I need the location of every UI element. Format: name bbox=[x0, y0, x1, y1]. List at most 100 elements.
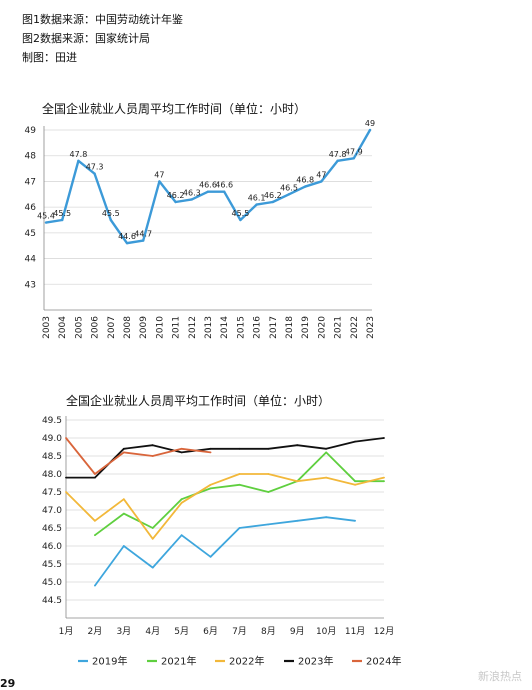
chart2-data-point bbox=[65, 476, 67, 479]
chart2-legend-label: 2022年 bbox=[229, 655, 264, 668]
chart2-x-tick: 4月 bbox=[145, 626, 160, 637]
chart2-data-point bbox=[122, 545, 125, 547]
chart2-data-point bbox=[354, 480, 356, 483]
chart2-data-point bbox=[267, 523, 270, 526]
chart1-data-label: 46.3 bbox=[183, 188, 201, 197]
chart2-y-tick: 49.0 bbox=[42, 434, 62, 444]
chart2-data-point bbox=[94, 519, 96, 522]
page-number-fragment: 29 bbox=[0, 677, 16, 690]
chart2-data-point bbox=[151, 527, 154, 529]
chart2-data-point bbox=[151, 455, 154, 457]
chart2-data-point bbox=[296, 480, 299, 483]
chart1-data-point bbox=[174, 200, 177, 204]
note-author: 制图：田进 bbox=[22, 51, 77, 64]
chart1-data-point bbox=[190, 198, 193, 201]
chart1-x-tick: 2018 bbox=[285, 316, 295, 339]
chart2-x-tick: 6月 bbox=[203, 626, 218, 637]
chart2-title: 全国企业就业人员周平均工作时间（单位：小时） bbox=[66, 393, 330, 408]
chart1-x-tick: 2008 bbox=[123, 316, 133, 339]
chart2-series-line-2022年 bbox=[65, 473, 385, 540]
chart2-data-point bbox=[296, 444, 299, 447]
chart1-data-label: 47.8 bbox=[329, 150, 347, 159]
chart2-data-point bbox=[94, 473, 96, 475]
chart2-data-point bbox=[209, 555, 212, 558]
chart2-series-line-2024年 bbox=[65, 437, 211, 475]
chart1-data-label: 47.8 bbox=[69, 150, 87, 159]
chart2-data-point bbox=[296, 519, 299, 522]
chart1-x-tick: 2022 bbox=[350, 316, 360, 339]
chart1-x-tick: 2012 bbox=[188, 316, 198, 339]
chart1-data-point bbox=[206, 190, 210, 193]
chart2-y-tick: 45.0 bbox=[42, 578, 62, 588]
chart1-x-tick: 2011 bbox=[172, 316, 182, 339]
watermark-text: 新浪热点 bbox=[478, 670, 522, 683]
chart1-x-tick: 2010 bbox=[155, 316, 165, 339]
chart1-title: 全国企业就业人员周平均工作时间（单位：小时） bbox=[42, 101, 306, 116]
chart2-data-point bbox=[238, 447, 241, 450]
chart1-data-label: 46.1 bbox=[248, 194, 266, 203]
chart2-x-tick: 1月 bbox=[59, 626, 74, 637]
chart2-data-point bbox=[325, 516, 328, 519]
chart2-x-tick: 7月 bbox=[232, 626, 247, 637]
chart1-data-point bbox=[271, 200, 274, 204]
chart1-data-point bbox=[158, 180, 161, 183]
chart2-data-point bbox=[354, 440, 356, 443]
chart2-x-tick: 3月 bbox=[116, 626, 131, 637]
chart2-data-point bbox=[354, 519, 356, 522]
chart1-data-label: 46.8 bbox=[296, 176, 314, 185]
chart2-data-point bbox=[180, 501, 183, 504]
chart1-data-label: 47 bbox=[154, 170, 164, 179]
chart2-data-point bbox=[383, 476, 385, 479]
chart1-data-label: 45.4 bbox=[37, 212, 55, 221]
chart2-data-point bbox=[122, 512, 125, 515]
chart2-data-point bbox=[209, 451, 212, 454]
chart2-x-tick: 5月 bbox=[174, 626, 189, 637]
chart2-data-point bbox=[209, 483, 212, 486]
chart1-data-label: 47 bbox=[316, 170, 326, 179]
chart1-data-point bbox=[61, 218, 64, 222]
chart2-data-point bbox=[267, 473, 270, 475]
chart2-y-tick: 46.5 bbox=[42, 524, 62, 534]
note-chart2-source: 图2数据来源：国家统计局 bbox=[22, 32, 150, 45]
chart1-data-label: 47.9 bbox=[345, 147, 363, 156]
chart2-data-point bbox=[94, 476, 96, 479]
chart1-data-point bbox=[109, 218, 113, 222]
chart2-y-tick: 45.5 bbox=[42, 560, 62, 570]
chart2-data-point bbox=[209, 447, 212, 450]
chart2-x-tick: 2月 bbox=[88, 626, 103, 637]
chart1-x-tick: 2016 bbox=[253, 316, 263, 339]
chart1-x-tick: 2013 bbox=[204, 316, 214, 339]
chart2-data-point bbox=[151, 537, 154, 540]
chart2-data-point bbox=[383, 437, 385, 439]
chart2-y-tick: 44.5 bbox=[42, 596, 62, 606]
chart1-y-tick: 47 bbox=[25, 177, 36, 187]
chart2-series-line-2023年 bbox=[66, 437, 385, 479]
chart2-y-tick: 47.5 bbox=[42, 488, 62, 498]
chart2-data-point bbox=[122, 447, 125, 450]
chart1-data-label: 45.5 bbox=[53, 209, 71, 218]
chart2-data-point bbox=[180, 534, 183, 537]
chart2-data-point bbox=[325, 447, 328, 450]
chart2-y-tick: 48.0 bbox=[42, 470, 62, 480]
chart1-data-label: 47.3 bbox=[86, 163, 104, 172]
chart2-data-point bbox=[238, 483, 241, 486]
chart2-x-tick: 9月 bbox=[290, 626, 305, 637]
chart1-data-point bbox=[368, 128, 372, 132]
chart2-data-point bbox=[238, 527, 241, 529]
chart2-data-point bbox=[65, 437, 67, 439]
chart2-y-tick: 49.5 bbox=[42, 416, 62, 426]
chart2-data-point bbox=[180, 451, 183, 454]
chart2-x-tick: 12月 bbox=[374, 626, 394, 637]
chart1-data-point bbox=[239, 218, 242, 222]
chart2-data-point bbox=[383, 480, 385, 483]
chart2-data-point bbox=[209, 487, 212, 490]
chart2-y-tick: 48.5 bbox=[42, 452, 62, 462]
chart2-y-tick: 47.0 bbox=[42, 506, 62, 516]
chart1-y-tick: 43 bbox=[25, 280, 36, 290]
chart1-x-tick: 2015 bbox=[236, 316, 246, 339]
chart2-data-point bbox=[94, 584, 96, 587]
chart1-data-label: 44.6 bbox=[118, 232, 136, 241]
chart1-data-label: 49 bbox=[365, 119, 375, 128]
chart2-data-point bbox=[238, 473, 241, 475]
